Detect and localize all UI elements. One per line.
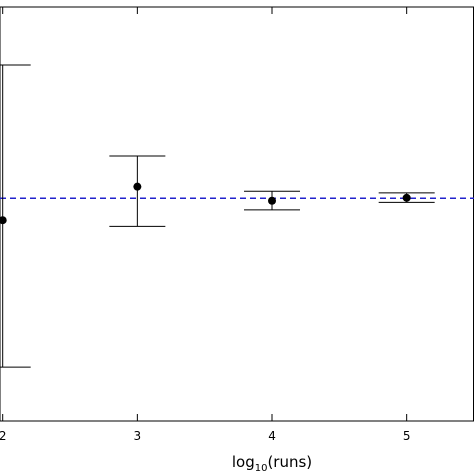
x-tick-label: 2 (0, 429, 7, 443)
plot-area (0, 6, 474, 422)
tick-layer: 2 3 4 5 (0, 7, 410, 443)
x-axis-title-base: log (232, 453, 255, 471)
errorbar-layer (0, 64, 435, 368)
x-axis-title-rest: (runs) (267, 453, 312, 471)
x-tick-label: 3 (134, 429, 142, 443)
data-point (133, 182, 142, 191)
x-axis-title-subscript: 10 (255, 463, 268, 474)
x-axis-title: log10(runs) (232, 453, 312, 474)
data-point (268, 196, 277, 205)
data-point (0, 216, 7, 225)
x-tick-label: 5 (403, 429, 411, 443)
point-layer (0, 182, 411, 225)
x-tick-label: 4 (268, 429, 276, 443)
data-point (402, 193, 411, 202)
